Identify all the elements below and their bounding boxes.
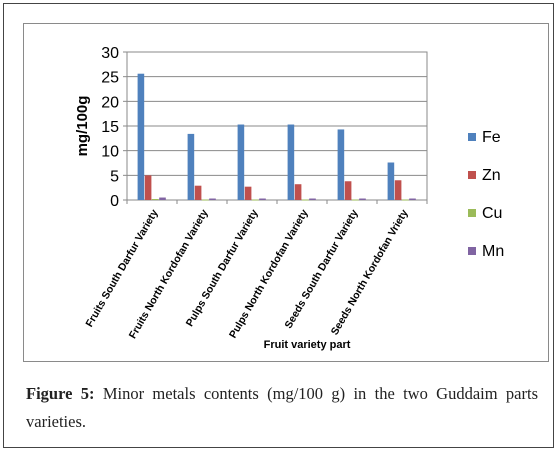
bar-cu [152,199,159,201]
bar-fe [137,73,145,200]
legend-swatch-zn [468,171,476,179]
figure-caption: Figure 5: Minor metals contents (mg/100 … [26,380,538,436]
bar-zn [394,180,402,200]
bar-zn [294,184,302,200]
bar-mn [259,198,266,200]
bar-fe [187,133,195,200]
bar-zn [244,186,252,200]
y-tick-label: 10 [101,144,119,161]
legend-label-zn: Zn [482,167,501,184]
bar-zn [344,181,352,200]
x-axis-title: Fruit variety part [264,339,351,351]
bar-fe [387,162,395,200]
bar-mn [309,198,316,200]
bar-mn [409,198,416,200]
bar-zn [194,185,202,200]
bar-mn [359,198,366,200]
y-tick-label: 25 [101,70,119,87]
bar-cu [252,199,259,201]
legend-label-fe: Fe [482,129,501,146]
legend-swatch-fe [468,133,476,141]
y-tick-label: 15 [101,119,119,136]
y-tick-label: 5 [110,168,119,185]
legend-label-mn: Mn [482,243,504,260]
bar-fe [237,124,245,200]
bar-cu [402,199,409,201]
bar-cu [352,199,359,201]
caption-label: Figure 5: [26,384,95,403]
bar-fe [337,129,345,200]
bar-mn [159,197,166,200]
bar-fe [287,124,295,200]
bar-mn [209,198,216,200]
bar-cu [202,199,209,201]
legend-label-cu: Cu [482,205,502,222]
legend-swatch-cu [468,209,476,217]
figure-frame: 0 5 10 15 20 25 30 mg/100g Fruits South Darfur V… [3,3,554,448]
bar-zn [144,175,152,200]
legend-swatch-mn [468,247,476,255]
y-axis-title: mg/100g [74,96,91,157]
bar-cu [302,199,309,201]
caption-text: Minor metals contents (mg/100 g) in the … [26,384,538,431]
chart-area: 0 5 10 15 20 25 30 mg/100g Fruits South Darfur V… [23,23,549,362]
y-tick-label: 30 [101,45,119,62]
y-tick-label: 0 [110,193,119,210]
y-tick-label: 20 [101,94,119,111]
